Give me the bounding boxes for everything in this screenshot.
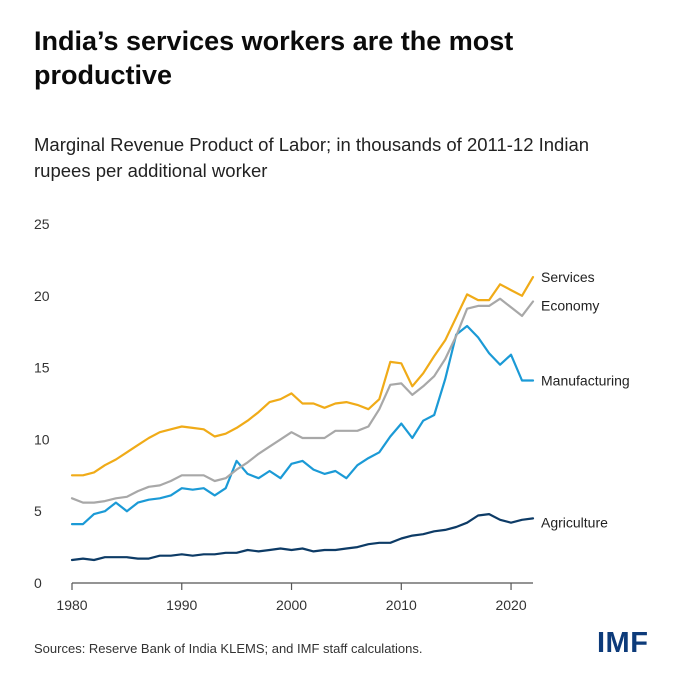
series-line-agriculture	[70, 512, 535, 562]
y-tick-label: 15	[34, 360, 50, 376]
series-label-economy: Economy	[541, 298, 599, 314]
series-line-manufacturing	[70, 324, 535, 526]
y-tick-label: 5	[34, 503, 42, 519]
series-labels: Agriculture Manufacturing Economy Services	[541, 269, 630, 530]
series-line-economy	[70, 297, 535, 504]
series-line-services	[70, 276, 535, 477]
x-tick-label: 2000	[276, 597, 307, 613]
y-tick-label: 20	[34, 288, 50, 304]
x-axis: 1980 1990 2000 2010 2020	[56, 582, 533, 613]
series-label-agriculture: Agriculture	[541, 514, 608, 530]
series-label-services: Services	[541, 269, 595, 285]
series-label-manufacturing: Manufacturing	[541, 373, 630, 389]
y-tick-label: 0	[34, 575, 42, 591]
y-axis: 0 5 10 15 20 25	[34, 216, 50, 591]
chart-subtitle: Marginal Revenue Product of Labor; in th…	[34, 134, 590, 181]
chart-title: India’s services workers are the most pr…	[34, 26, 514, 90]
y-tick-label: 10	[34, 431, 50, 447]
series-lines	[70, 276, 535, 562]
x-tick-label: 1990	[166, 597, 197, 613]
line-chart: 0 5 10 15 20 25 1980 1990 2000 2010 2020 Agricult…	[34, 216, 630, 613]
imf-logo: IMF	[597, 627, 649, 659]
x-tick-label: 1980	[56, 597, 87, 613]
y-tick-label: 25	[34, 216, 50, 232]
x-tick-label: 2020	[495, 597, 526, 613]
source-note: Sources: Reserve Bank of India KLEMS; an…	[34, 641, 423, 656]
x-tick-label: 2010	[386, 597, 417, 613]
